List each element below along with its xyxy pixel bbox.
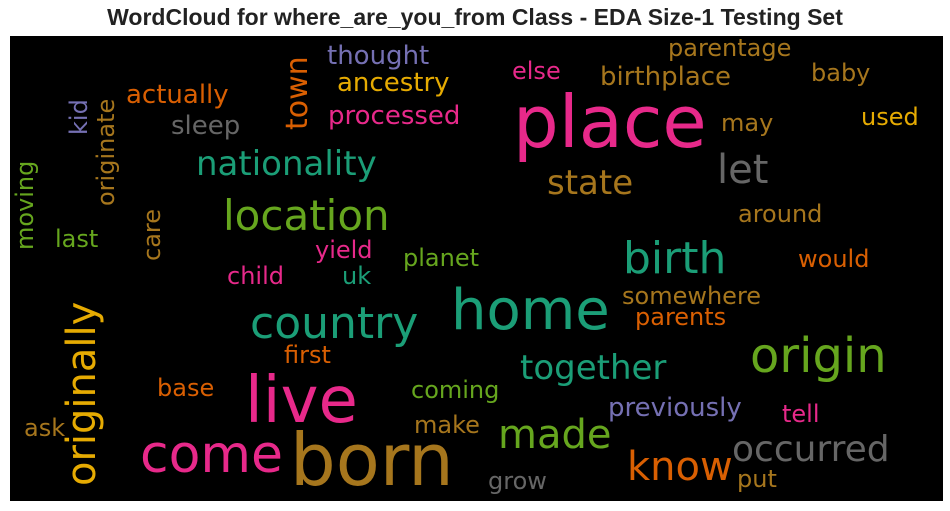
word-baby: baby	[811, 59, 871, 87]
word-moving: moving	[11, 160, 39, 250]
word-originally: originally	[59, 301, 105, 486]
word-kid: kid	[65, 99, 93, 135]
word-birthplace: birthplace	[600, 62, 732, 92]
word-location: location	[223, 191, 390, 240]
word-processed: processed	[328, 101, 461, 131]
word-cloud-canvas: place born live home origin come country birth l…	[10, 36, 943, 501]
word-ask: ask	[24, 414, 66, 442]
word-home: home	[451, 278, 610, 343]
word-nationality: nationality	[196, 144, 377, 184]
word-come: come	[140, 425, 284, 485]
word-birth: birth	[623, 233, 727, 284]
word-together: together	[520, 348, 667, 388]
word-occurred: occurred	[732, 429, 890, 470]
word-may: may	[721, 109, 774, 137]
word-would: would	[798, 245, 870, 273]
word-live: live	[245, 364, 358, 438]
word-made: made	[498, 412, 612, 458]
word-last: last	[55, 225, 99, 253]
word-place: place	[513, 80, 707, 164]
word-originate: originate	[92, 98, 120, 206]
word-tell: tell	[782, 400, 820, 428]
word-actually: actually	[126, 80, 229, 110]
word-previously: previously	[608, 393, 742, 423]
word-state: state	[547, 163, 634, 203]
word-base: base	[157, 374, 215, 402]
word-planet: planet	[403, 244, 479, 272]
chart-title: WordCloud for where_are_you_from Class -…	[107, 4, 843, 30]
word-yield: yield	[315, 236, 373, 264]
word-around: around	[738, 200, 823, 228]
word-let: let	[717, 147, 769, 193]
word-know: know	[627, 444, 733, 490]
word-parentage: parentage	[668, 36, 792, 62]
word-child: child	[227, 262, 284, 290]
word-country: country	[250, 298, 419, 349]
word-coming: coming	[411, 376, 500, 404]
word-first: first	[284, 341, 331, 369]
word-born: born	[290, 418, 454, 501]
word-used: used	[861, 103, 919, 131]
word-sleep: sleep	[171, 111, 241, 141]
word-uk: uk	[342, 262, 372, 290]
word-put: put	[737, 465, 777, 493]
word-ancestry: ancestry	[337, 68, 450, 98]
word-make: make	[414, 411, 480, 439]
word-somewhere: somewhere	[622, 282, 762, 310]
word-care: care	[138, 208, 166, 261]
word-grow: grow	[488, 467, 547, 495]
word-thought: thought	[327, 41, 430, 71]
word-town: town	[280, 56, 315, 130]
word-parents: parents	[635, 303, 727, 331]
word-else: else	[512, 57, 561, 85]
word-origin: origin	[750, 328, 887, 384]
